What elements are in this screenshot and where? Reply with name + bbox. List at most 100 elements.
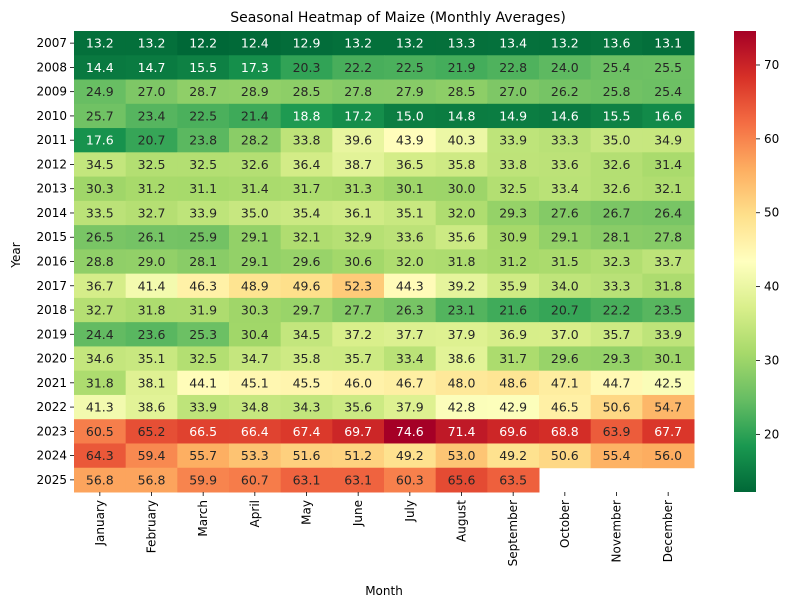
cell-value-label: 24.4: [86, 327, 114, 342]
cell-value-label: 13.6: [603, 36, 631, 51]
cell-value-label: 49.2: [499, 448, 527, 463]
cell-value-label: 35.0: [603, 133, 631, 148]
cell-value-label: 22.5: [396, 60, 424, 75]
cell-value-label: 59.4: [138, 448, 166, 463]
cell-value-label: 30.6: [344, 254, 372, 269]
cell-value-label: 53.0: [448, 448, 476, 463]
heatmap-cell: [332, 128, 385, 153]
heatmap-cell: [125, 200, 178, 226]
heatmap-cell: [177, 297, 230, 323]
x-tick-label: June: [351, 500, 365, 527]
cell-value-label: 36.5: [396, 157, 424, 172]
y-tick-label: 2012: [36, 157, 67, 171]
heatmap-cell: [332, 249, 385, 275]
cell-value-label: 56.8: [138, 472, 166, 487]
cell-value-label: 26.3: [396, 303, 424, 318]
cell-value-label: 33.9: [654, 327, 682, 342]
y-tick-label: 2022: [36, 400, 67, 414]
y-tick-label: 2017: [36, 279, 67, 293]
cell-value-label: 33.4: [551, 181, 579, 196]
heatmap-cell: [539, 200, 592, 226]
y-axis-label: Year: [9, 242, 23, 268]
cell-value-label: 27.8: [654, 230, 682, 245]
cell-value-label: 23.5: [654, 303, 682, 318]
cell-value-label: 32.3: [603, 254, 631, 269]
heatmap-cell: [435, 443, 488, 469]
heatmap-cell: [125, 128, 178, 153]
heatmap-cell: [177, 467, 230, 493]
x-axis-ticks: January February March April May June July Augu…: [93, 492, 675, 566]
heatmap-cell: [177, 273, 230, 299]
x-tick-label: September: [506, 500, 520, 566]
cell-value-label: 26.1: [138, 230, 166, 245]
cell-value-label: 32.0: [396, 254, 424, 269]
heatmap-cell: [125, 419, 178, 444]
y-tick-label: 2024: [36, 449, 67, 463]
cell-value-label: 36.7: [86, 278, 114, 293]
heatmap-cell: [642, 273, 695, 299]
cell-value-label: 25.9: [189, 230, 217, 245]
x-tick-label: December: [661, 500, 675, 562]
heatmap-cell: [229, 297, 282, 323]
cell-value-label: 24.9: [86, 84, 114, 99]
heatmap-cell: [177, 370, 230, 396]
heatmap-cell: [487, 346, 540, 372]
heatmap-cell: [590, 249, 643, 275]
cell-value-label: 31.4: [654, 157, 682, 172]
cell-value-label: 25.4: [603, 60, 631, 75]
heatmap-cell: [435, 79, 488, 105]
cell-value-label: 67.4: [293, 424, 321, 439]
heatmap-cell: [74, 128, 127, 153]
cell-value-label: 29.1: [241, 230, 269, 245]
cell-value-label: 15.5: [603, 108, 631, 123]
heatmap-cell: [332, 346, 385, 372]
x-tick-label: February: [145, 500, 159, 553]
heatmap-cell: [642, 225, 695, 250]
heatmap-cell: [332, 79, 385, 105]
heatmap-cell: [642, 31, 695, 56]
cell-value-label: 30.4: [241, 327, 269, 342]
cell-value-label: 29.6: [293, 254, 321, 269]
y-tick-label: 2011: [36, 133, 67, 147]
cell-value-label: 48.9: [241, 278, 269, 293]
cell-value-label: 25.8: [603, 84, 631, 99]
cell-value-label: 14.4: [86, 60, 114, 75]
heatmap-cell: [487, 128, 540, 153]
cell-value-label: 45.1: [241, 375, 269, 390]
heatmap-cell: [487, 200, 540, 226]
cell-value-label: 13.2: [551, 36, 579, 51]
cell-value-label: 27.9: [396, 84, 424, 99]
heatmap-cell: [125, 225, 178, 250]
cell-value-label: 44.7: [603, 375, 631, 390]
cell-value-label: 29.3: [499, 205, 527, 220]
cell-value-label: 31.2: [499, 254, 527, 269]
heatmap-cell: [642, 370, 695, 396]
heatmap-cell: [539, 31, 592, 56]
heatmap-cell: [642, 176, 695, 202]
cell-value-label: 33.5: [86, 205, 114, 220]
cell-value-label: 30.1: [654, 351, 682, 366]
y-tick-label: 2015: [36, 230, 67, 244]
heatmap-cell: [590, 346, 643, 372]
cell-value-label: 31.8: [138, 303, 166, 318]
cell-value-label: 32.6: [241, 157, 269, 172]
cell-value-label: 35.1: [138, 351, 166, 366]
heatmap-cell: [229, 55, 282, 81]
heatmap-cell: [384, 443, 437, 469]
x-tick-label: April: [248, 500, 262, 527]
cell-value-label: 14.8: [448, 108, 476, 123]
heatmap-cell: [435, 225, 488, 250]
cell-value-label: 22.2: [603, 303, 631, 318]
heatmap-cell: [384, 176, 437, 202]
cell-value-label: 16.6: [654, 108, 682, 123]
heatmap-cell: [590, 31, 643, 56]
heatmap-cell: [435, 273, 488, 299]
cell-value-label: 31.7: [499, 351, 527, 366]
cell-value-label: 26.4: [654, 205, 682, 220]
cell-value-label: 32.5: [138, 157, 166, 172]
x-tick-label: July: [403, 500, 417, 523]
cell-value-label: 36.4: [293, 157, 321, 172]
cell-value-label: 35.8: [293, 351, 321, 366]
heatmap-cell: [590, 128, 643, 153]
cell-value-label: 34.9: [654, 133, 682, 148]
